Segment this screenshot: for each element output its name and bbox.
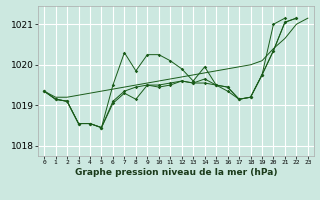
X-axis label: Graphe pression niveau de la mer (hPa): Graphe pression niveau de la mer (hPa) bbox=[75, 168, 277, 177]
